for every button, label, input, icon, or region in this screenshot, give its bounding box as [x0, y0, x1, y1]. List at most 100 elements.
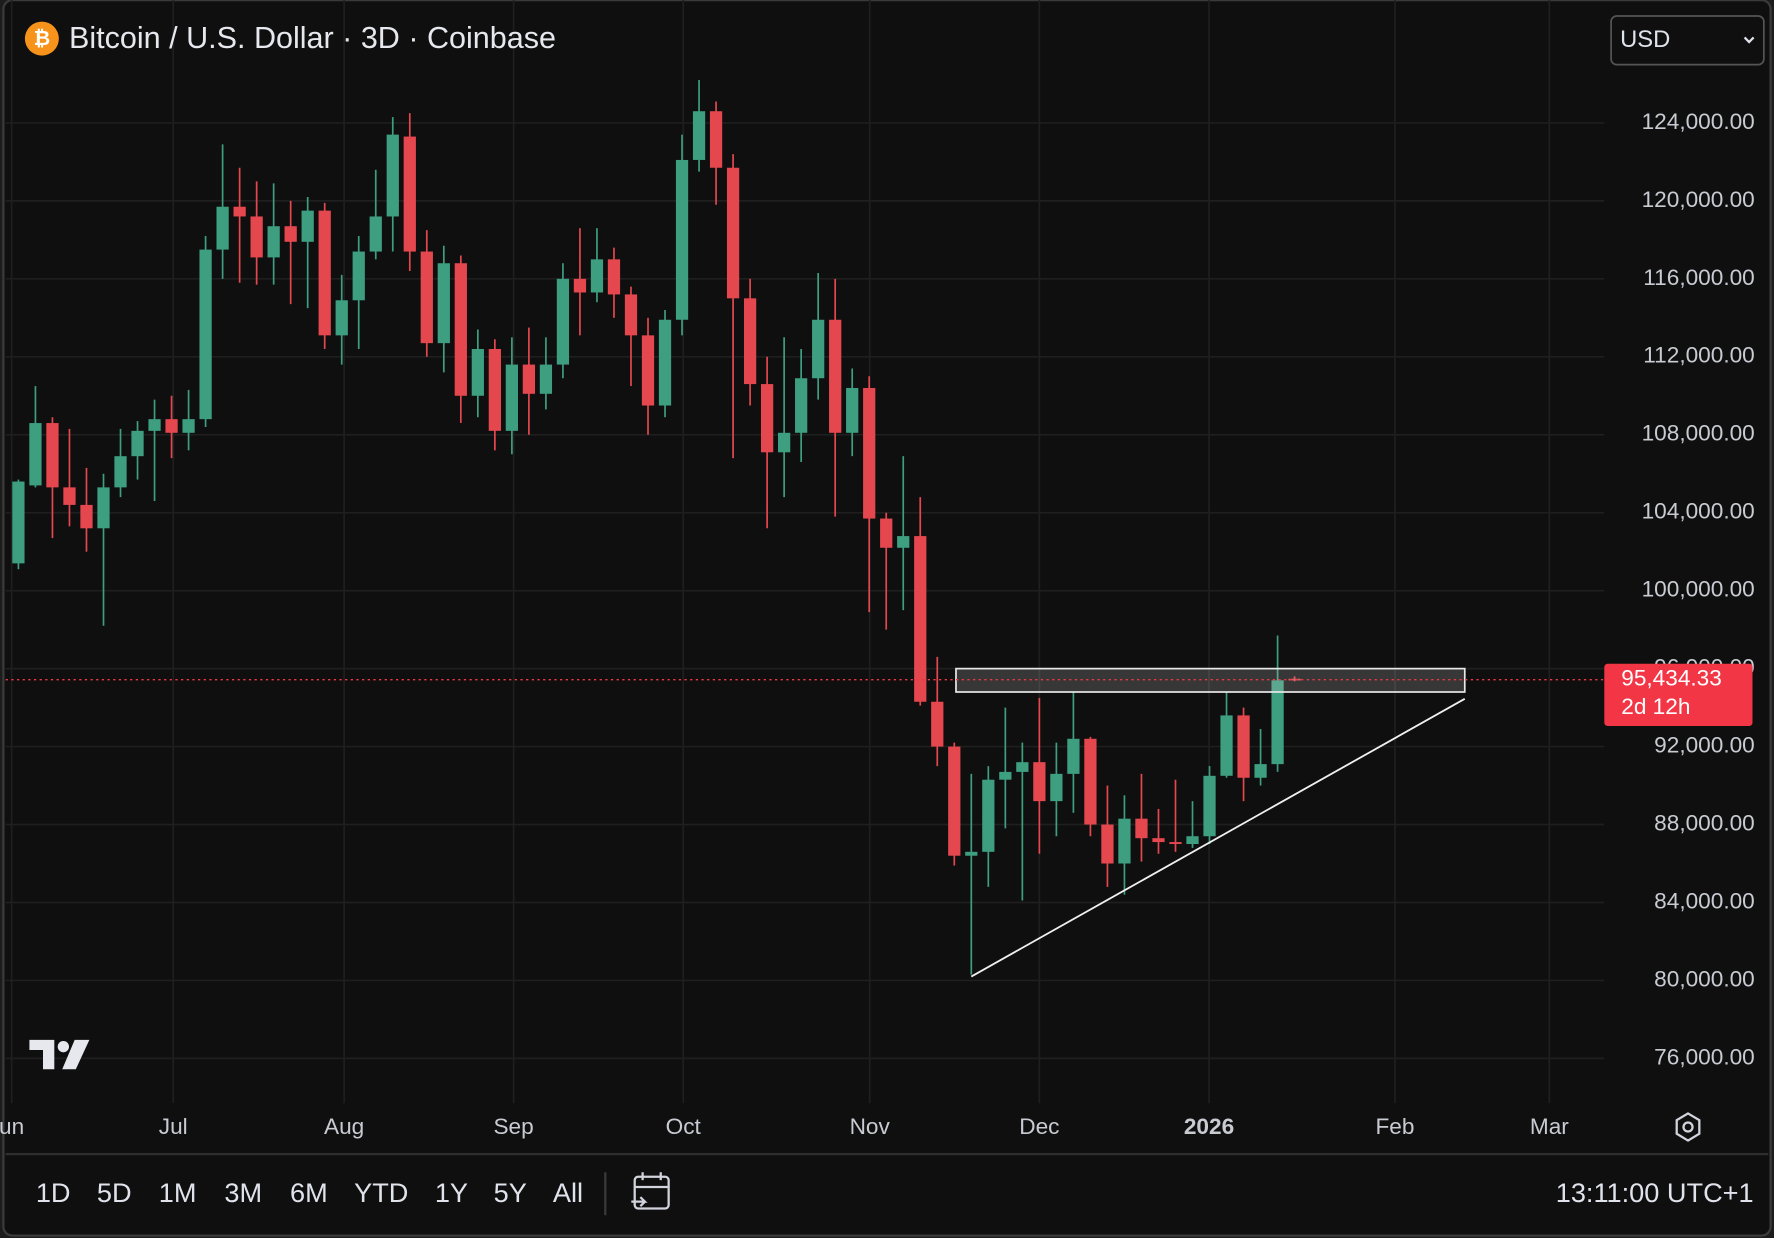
candle-body [522, 364, 536, 394]
candle-body [1118, 818, 1131, 864]
candle-body [914, 536, 927, 702]
range-button[interactable]: 1D [36, 1177, 71, 1208]
candle-body [965, 851, 978, 856]
range-button[interactable]: 3M [224, 1177, 262, 1208]
x-tick-label: Mar [1530, 1114, 1569, 1139]
x-tick-label: Oct [666, 1114, 702, 1139]
range-button[interactable]: 5D [97, 1177, 132, 1208]
candle-body [726, 167, 740, 299]
candle-body [760, 384, 774, 453]
candle-body [131, 430, 144, 457]
currency-select[interactable] [1610, 15, 1765, 66]
candle-body [97, 487, 110, 529]
candle-body [1186, 836, 1199, 845]
candle-body [795, 378, 808, 433]
x-tick-label: Feb [1376, 1114, 1415, 1139]
candles [12, 80, 1301, 975]
candle-body [880, 518, 893, 548]
candle-body [778, 432, 791, 453]
range-button[interactable]: 1Y [435, 1177, 468, 1208]
range-box [955, 667, 1466, 693]
range-button[interactable]: 1M [159, 1177, 197, 1208]
candle-body [1050, 773, 1063, 802]
candle-body [675, 159, 689, 320]
y-tick-label: 108,000.00 [1642, 421, 1755, 446]
y-tick-label: 84,000.00 [1654, 888, 1755, 913]
y-tick-label: 80,000.00 [1654, 966, 1755, 991]
overlays [5, 667, 1605, 978]
currency-label[interactable]: USD [1620, 26, 1670, 53]
candle-body [369, 216, 382, 252]
candle-body [743, 298, 757, 385]
x-tick-label: un [0, 1114, 24, 1139]
settings-icon[interactable] [1675, 1112, 1701, 1142]
candle-body [1101, 824, 1114, 864]
y-tick-label: 76,000.00 [1654, 1044, 1755, 1069]
candle-body [114, 456, 127, 488]
toolbar: 1D 5D 1M 3M 6M YTD 1Y 5Y All [36, 1177, 583, 1208]
y-tick-label: 88,000.00 [1654, 811, 1755, 836]
candle-body [1152, 838, 1165, 843]
y-tick-label: 104,000.00 [1642, 499, 1755, 524]
candle-body [437, 263, 450, 344]
last-price-badge [1604, 663, 1753, 727]
candle-body [624, 294, 638, 336]
candle-body [931, 701, 944, 747]
candle-body [1135, 818, 1148, 839]
trendline [970, 698, 1466, 978]
range-button[interactable]: All [553, 1177, 583, 1208]
candle-body [318, 210, 331, 336]
y-tick-label: 92,000.00 [1654, 733, 1755, 758]
candle-body [709, 111, 723, 168]
dropdown-arrow [1743, 36, 1755, 44]
candle-body [863, 387, 876, 519]
x-tick-label: Aug [324, 1114, 364, 1139]
candle-body [1033, 762, 1046, 802]
candle-body [301, 210, 314, 242]
coin-glyph: ₿ [34, 28, 51, 50]
candle-body [233, 206, 246, 217]
y-tick-label: 116,000.00 [1643, 265, 1754, 290]
range-button[interactable]: YTD [354, 1177, 408, 1208]
candle-body [573, 278, 587, 293]
candle-body [165, 419, 178, 433]
candle-body [488, 348, 501, 431]
candle-body [948, 746, 961, 856]
candle-body [12, 481, 25, 564]
candle-body [250, 216, 263, 258]
candle-body [386, 134, 399, 217]
candle-body [1288, 678, 1301, 681]
y-tick-label: 120,000.00 [1642, 187, 1755, 212]
candle-body [182, 419, 195, 433]
grid [5, 0, 1605, 1104]
candle-body [1203, 775, 1216, 837]
x-tick-label: 2026 [1184, 1114, 1234, 1139]
candle-body [46, 423, 59, 488]
candle-body [199, 249, 212, 420]
y-tick-label: 112,000.00 [1643, 343, 1754, 368]
candle-body [148, 419, 161, 431]
x-tick-label: Dec [1019, 1114, 1059, 1139]
range-button[interactable]: 5Y [494, 1177, 527, 1208]
candle-body [1237, 715, 1250, 778]
range-button[interactable]: 6M [290, 1177, 328, 1208]
candle-body [999, 771, 1012, 780]
candle-body [284, 226, 297, 242]
candle-body [267, 226, 280, 258]
coin-icon [24, 21, 59, 56]
candle-body [471, 348, 484, 396]
candle-body [897, 536, 910, 548]
tv-logo [29, 1039, 90, 1070]
x-tick-label: Sep [493, 1114, 533, 1139]
candle-body [812, 319, 825, 379]
candle-body [829, 319, 842, 433]
date-range-icon[interactable] [631, 1172, 670, 1210]
y-tick-label: 124,000.00 [1642, 109, 1755, 134]
countdown-label: 2d 12h [1621, 694, 1690, 719]
candle-body [556, 278, 570, 365]
candle-body [1169, 842, 1182, 845]
candle-body [641, 335, 655, 406]
candle-body [505, 364, 519, 431]
